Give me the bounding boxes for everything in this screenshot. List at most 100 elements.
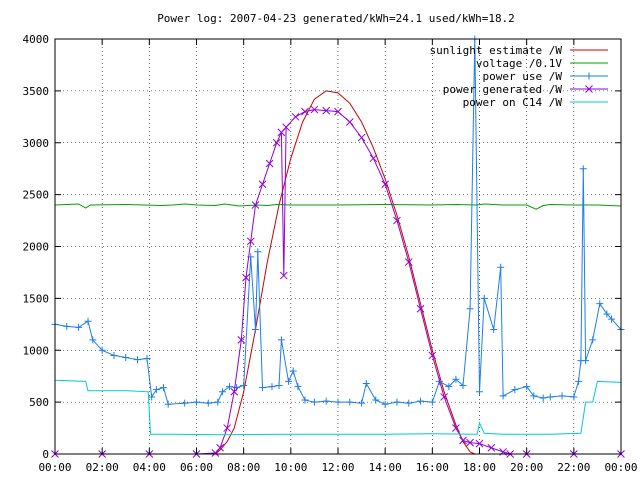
data-point: [265, 159, 274, 168]
data-point: [417, 397, 425, 405]
data-point: [372, 396, 380, 404]
data-point: [272, 138, 281, 147]
data-point: [89, 336, 97, 344]
data-point: [511, 386, 519, 394]
legend-label: power on C14 /W: [463, 96, 563, 109]
data-point: [428, 398, 436, 406]
data-point: [291, 112, 300, 121]
data-point: [275, 382, 283, 390]
data-point: [381, 180, 390, 189]
data-point: [603, 310, 611, 318]
data-point: [404, 258, 413, 266]
data-point: [242, 273, 250, 282]
data-point: [226, 383, 234, 391]
data-point: [334, 107, 342, 116]
data-point: [289, 367, 297, 375]
y-tick-label: 4000: [23, 33, 50, 46]
data-point: [357, 133, 366, 142]
data-point: [575, 377, 583, 385]
data-point: [322, 397, 330, 405]
x-tick-label: 10:00: [274, 461, 307, 474]
chart-title: Power log: 2007-04-23 generated/kWh=24.1…: [157, 12, 515, 25]
legend-label: power use /W: [483, 70, 563, 83]
data-point: [585, 72, 593, 80]
y-tick-label: 1000: [23, 344, 50, 357]
y-tick-label: 1500: [23, 292, 50, 305]
data-point: [558, 392, 566, 400]
data-point: [459, 436, 467, 445]
data-point: [251, 326, 259, 333]
data-point: [301, 396, 309, 404]
data-point: [230, 387, 239, 396]
series-line: [54, 203, 622, 210]
data-point: [497, 263, 505, 271]
data-point: [310, 398, 318, 406]
series-group: [54, 203, 622, 210]
x-tick-label: 02:00: [86, 461, 119, 474]
data-point: [487, 443, 496, 452]
x-tick-label: 22:00: [557, 461, 590, 474]
series-group: [51, 35, 625, 408]
x-tick-label: 00:00: [604, 461, 637, 474]
legend-label: sunlight estimate /W: [430, 44, 563, 57]
y-tick-label: 2000: [23, 241, 50, 254]
data-point: [345, 118, 354, 126]
data-point: [358, 399, 366, 407]
data-point: [240, 382, 248, 390]
data-point: [282, 123, 290, 132]
data-point: [476, 388, 483, 396]
data-point: [570, 393, 578, 401]
y-tick-label: 2500: [23, 189, 50, 202]
x-tick-label: 18:00: [463, 461, 496, 474]
y-tick-label: 500: [29, 396, 49, 409]
x-tick-label: 06:00: [180, 461, 213, 474]
data-point: [452, 375, 460, 383]
data-point: [608, 315, 616, 323]
x-tick-label: 20:00: [510, 461, 543, 474]
data-point: [362, 379, 370, 387]
data-point: [452, 424, 460, 432]
y-tick-label: 0: [42, 448, 49, 461]
data-point: [539, 394, 547, 402]
data-point: [152, 386, 160, 394]
data-point: [346, 398, 354, 406]
x-tick-label: 04:00: [133, 461, 166, 474]
x-tick-label: 16:00: [416, 461, 449, 474]
data-point: [75, 323, 83, 331]
data-point: [490, 326, 498, 333]
data-point: [143, 355, 151, 363]
data-point: [258, 180, 267, 189]
data-point: [148, 393, 156, 401]
data-point: [246, 237, 255, 246]
data-point: [369, 154, 378, 163]
data-point: [159, 384, 167, 392]
data-point: [546, 393, 554, 401]
data-point: [284, 377, 292, 385]
data-point: [279, 271, 288, 280]
data-point: [334, 398, 342, 406]
data-point: [381, 400, 389, 408]
data-point: [254, 248, 262, 256]
data-point: [428, 351, 437, 360]
series-line: [54, 379, 622, 436]
data-point: [499, 392, 507, 400]
data-point: [122, 354, 130, 362]
data-point: [214, 398, 222, 406]
data-point: [480, 294, 488, 302]
series-line: [215, 90, 476, 455]
data-point: [310, 105, 319, 114]
data-point: [259, 384, 267, 392]
data-point: [440, 393, 448, 401]
x-tick-label: 14:00: [369, 461, 402, 474]
y-tick-label: 3000: [23, 137, 50, 150]
data-point: [596, 300, 604, 308]
data-point: [585, 85, 593, 93]
series-group: [215, 90, 476, 455]
data-point: [251, 201, 260, 209]
data-point: [301, 107, 309, 116]
data-point: [84, 317, 92, 325]
data-point: [405, 399, 413, 407]
x-tick-label: 08:00: [227, 461, 260, 474]
data-point: [268, 383, 276, 391]
